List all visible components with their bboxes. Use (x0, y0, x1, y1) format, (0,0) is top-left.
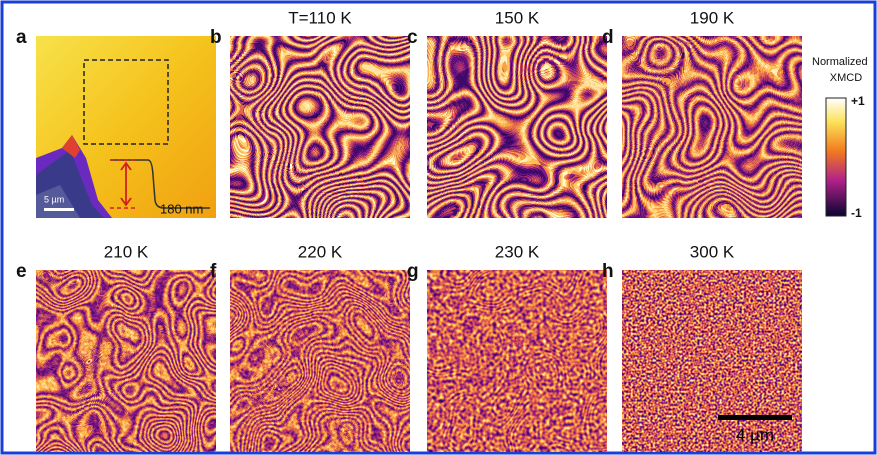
panel-letter: b (210, 27, 222, 48)
panel-title: 220 K (298, 242, 343, 261)
panels: a b T=110 K c 150 K d 190 K e 210 K f 220 K g 230 K h… (16, 8, 802, 452)
panel-title: 210 K (104, 242, 149, 261)
colorbar-min: -1 (851, 206, 862, 220)
step-height-label: 180 nm (160, 201, 203, 216)
colorbar-title: XMCD (830, 72, 862, 84)
panel-title: 190 K (690, 8, 735, 27)
xmcd-image (230, 36, 410, 218)
colorbar-title: Normalized (812, 56, 868, 68)
panel-letter: e (16, 261, 27, 282)
colorbar-max: +1 (851, 94, 865, 108)
panel-letter: f (210, 261, 217, 282)
xmcd-image (230, 270, 410, 452)
panel-title: T=110 K (288, 8, 352, 27)
panel-letter: g (407, 261, 419, 282)
panel-letter: d (602, 27, 614, 48)
colorbar (825, 97, 847, 217)
panel-title: 230 K (495, 242, 540, 261)
xmcd-image (622, 270, 802, 452)
scale-bar-label: 4 µm (736, 425, 774, 444)
scale-bar-label: 5 µm (44, 194, 64, 204)
panel-letter: a (16, 27, 27, 48)
panel-a-image (36, 36, 216, 218)
panel-letter: h (602, 261, 614, 282)
xmcd-image (622, 36, 802, 218)
scale-bar (718, 415, 792, 420)
panel-letter: c (407, 27, 418, 48)
xmcd-image (427, 36, 607, 218)
panel-title: 300 K (690, 242, 735, 261)
panel-title: 150 K (495, 8, 540, 27)
xmcd-image (427, 270, 607, 452)
xmcd-image (36, 270, 216, 452)
